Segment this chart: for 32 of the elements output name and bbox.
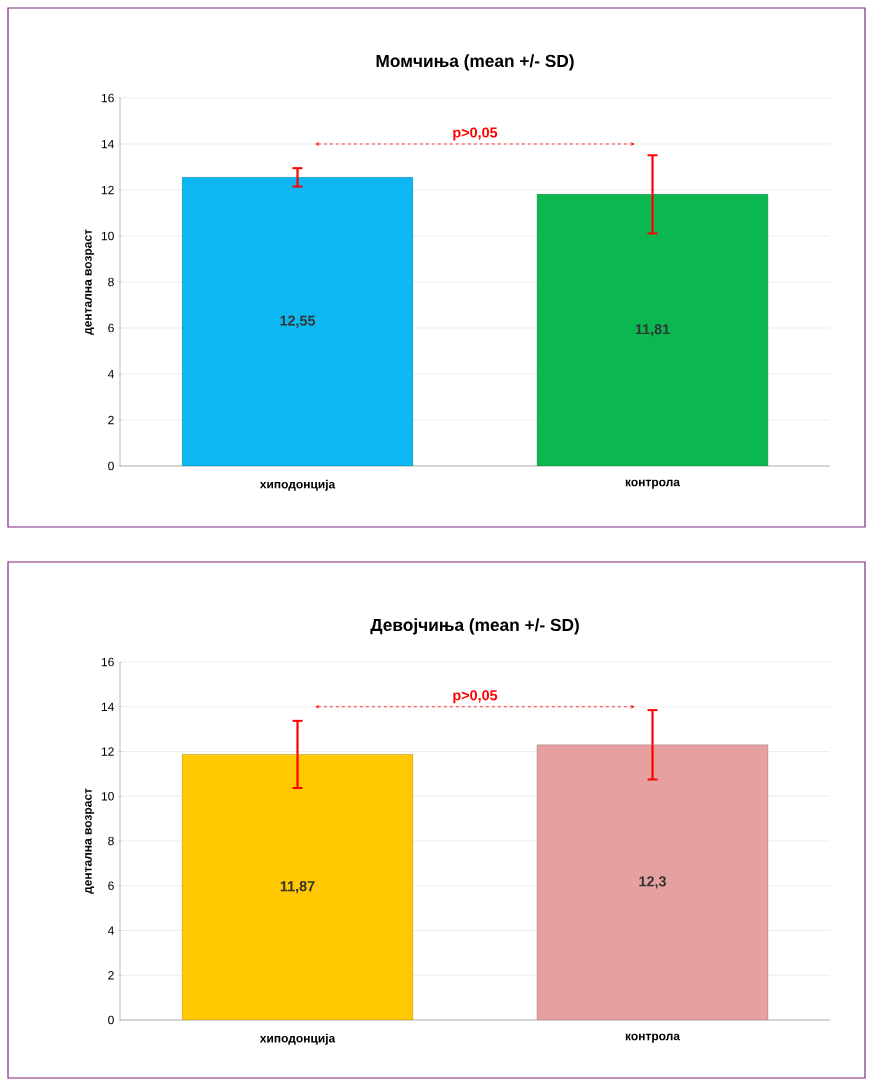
y-tick-label: 14 bbox=[101, 702, 114, 711]
y-tick-label: 10 bbox=[101, 231, 114, 241]
y-tick-label: 0 bbox=[108, 1015, 114, 1025]
y-tick-label: 12 bbox=[101, 185, 114, 195]
annotation: p>0,05 bbox=[453, 127, 498, 141]
chart-title: Момчиња (mean +/- SD) bbox=[376, 54, 574, 71]
x-tick-label: хиподонција bbox=[259, 479, 336, 491]
x-tick-label: хиподонција bbox=[259, 1033, 336, 1045]
y-tick-label: 16 bbox=[101, 657, 114, 667]
data-label: 12,3 bbox=[639, 876, 666, 889]
y-tick-label: 0 bbox=[108, 461, 114, 471]
data-label: 11,81 bbox=[635, 324, 670, 337]
y-tick-label: 6 bbox=[108, 881, 114, 890]
x-tick-label: контрола bbox=[625, 479, 681, 489]
y-tick-label: 14 bbox=[101, 139, 114, 149]
x-tick-label: контрола bbox=[625, 1033, 681, 1043]
y-tick-label: 4 bbox=[107, 926, 114, 935]
data-label: 11,87 bbox=[280, 881, 315, 894]
y-tick-label: 2 bbox=[108, 971, 114, 980]
y-tick-label: 8 bbox=[108, 836, 114, 846]
y-tick-label: 6 bbox=[108, 323, 114, 333]
y-tick-label: 2 bbox=[108, 415, 114, 425]
data-label: 12,55 bbox=[280, 315, 316, 328]
y-tick-label: 12 bbox=[101, 747, 114, 756]
chart-title: Девојчиња (mean +/- SD) bbox=[370, 618, 579, 635]
y-tick-label: 10 bbox=[101, 792, 114, 801]
y-tick-label: 16 bbox=[101, 93, 114, 103]
y-axis-title: дентална возраст bbox=[85, 229, 95, 335]
annotation: p>0,05 bbox=[453, 690, 498, 704]
y-axis-title: дентална возраст bbox=[85, 788, 95, 894]
y-tick-label: 8 bbox=[108, 277, 114, 287]
y-tick-label: 4 bbox=[107, 369, 114, 379]
